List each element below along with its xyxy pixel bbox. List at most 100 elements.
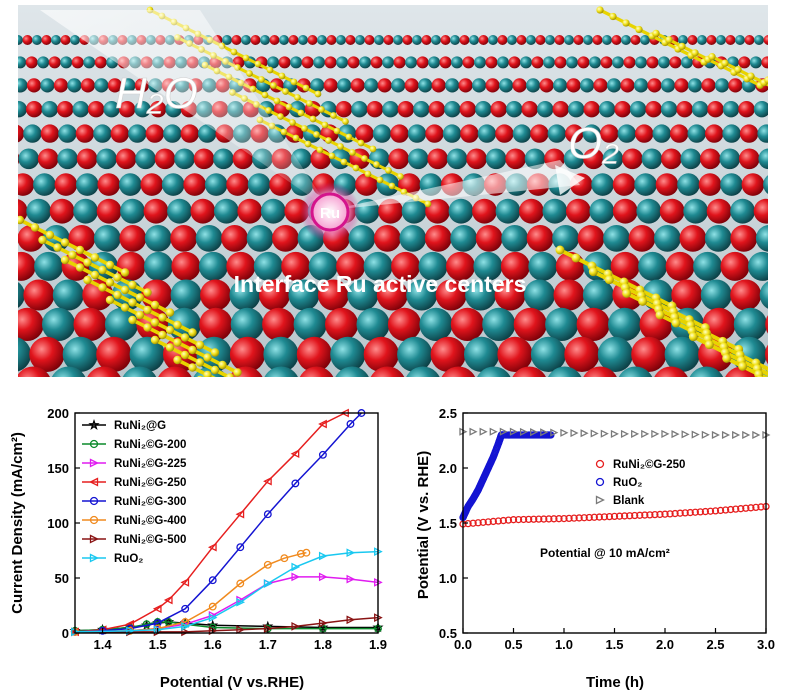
ru-atom [0,35,4,45]
ru-atom [355,35,365,45]
lsv-chart: RuNi₂@G RuNi₂©G-200 RuNi₂©G-225 RuNi₂©G-250… [9,406,387,691]
o-atom [376,279,408,311]
o-atom [18,153,20,165]
o-atom [231,35,242,45]
stability-point [494,517,502,525]
stability-ytick-label: 0.5 [439,626,457,641]
lsv-point [318,551,328,561]
o-atom [462,56,475,69]
o-atom [73,307,107,341]
ru-atom [697,35,707,45]
lsv-ytick-label: 0 [62,626,69,641]
c-atom [767,368,768,374]
o-atom [53,78,68,93]
ru-atom [677,173,700,196]
lsv-point [291,479,300,488]
stability-point [732,430,741,440]
o-atom [421,35,432,45]
ru-atom [382,56,395,69]
o-atom [674,78,689,93]
ru-atom [748,251,768,281]
c-atom [173,355,182,365]
lsv-xtick-label: 1.9 [369,637,387,652]
stability-point [721,430,731,440]
c-atom [337,143,344,150]
o-atom [583,148,604,170]
ru-atom [547,366,582,377]
ru-atom [754,35,764,45]
o-atom [707,101,724,118]
ru-atom [477,366,511,377]
o-atom [630,35,641,45]
c-atom [277,113,284,120]
ru-atom [267,56,280,69]
ru-atom [144,251,173,281]
o-atom [383,35,394,45]
o-atom [728,78,743,93]
c-atom [285,103,293,111]
c-atom [609,12,617,21]
ru-atom [51,366,86,377]
ru-atom [758,148,768,170]
lsv-point [207,542,217,552]
c-atom [330,112,337,119]
ru-atom [165,101,182,118]
ru-atom [475,101,492,118]
c-atom [180,350,190,360]
ru-atom [288,279,320,311]
o-atom [554,56,567,69]
ru-atom [195,225,223,252]
lsv-point [346,420,355,428]
ru-atom [222,35,232,45]
ru-atom [477,124,497,143]
ru-atom [317,35,327,45]
ru-atom [693,251,723,281]
o-atom [566,198,591,224]
c-atom [352,164,360,172]
stability-point [550,428,559,437]
o-atom [145,124,164,143]
ru-atom [310,78,325,93]
c-atom [261,91,269,99]
o-atom [450,307,484,341]
o-atom [725,35,736,45]
ru-atom [260,35,270,45]
o-atom [250,35,261,45]
c-atom [105,260,115,270]
ru-atom [506,101,523,118]
ru-atom [602,35,612,45]
c-atom [98,265,107,275]
o-atom [500,251,530,281]
o-atom [190,198,216,224]
ru-atom [617,124,636,143]
o-atom [404,78,419,93]
ru-atom [335,366,369,377]
stability-point [716,506,725,515]
ru-atom [412,35,422,45]
o-atom [0,78,14,92]
ru-atom [524,279,555,311]
c-atom [292,134,300,142]
o-atom [397,101,414,118]
o-atom [526,225,554,252]
stability-point [474,519,482,527]
stability-point [499,427,508,436]
o-atom [325,307,359,341]
ru-atom [128,124,147,143]
o-atom [769,101,785,117]
o-atom [564,336,600,372]
o-atom [593,78,608,93]
stability-point [545,515,553,523]
lsv-legend-label: RuNi₂©G-400 [114,515,186,527]
o-atom [393,56,406,69]
c-atom [120,303,130,312]
ru-atom [336,35,346,45]
o-atom [577,56,590,69]
stability-xtick-label: 2.0 [656,637,674,652]
lsv-point [291,572,301,582]
stability-series [459,427,771,528]
lsv-ytick-label: 200 [47,406,69,421]
o-atom [628,225,656,252]
ru-atom [451,56,463,69]
c-atom [218,378,226,380]
